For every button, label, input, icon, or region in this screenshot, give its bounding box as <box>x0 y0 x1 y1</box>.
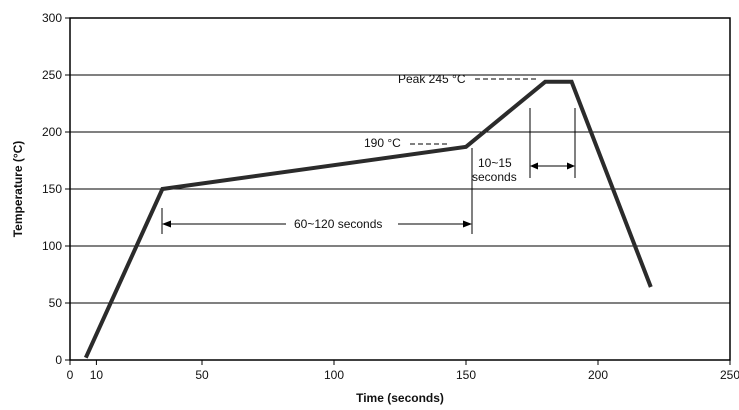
gridlines <box>70 74 730 304</box>
x-tick-label-100: 100 <box>324 368 344 382</box>
peak-label: Peak 245 °C <box>398 72 466 86</box>
x-tick-label-250: 250 <box>720 368 739 382</box>
duration-label: 60~120 seconds <box>294 217 382 231</box>
y-axis-title: Temperature (°C) <box>11 141 25 238</box>
interval-label-line1: 10~15 <box>478 156 512 170</box>
duration-label-backdrop <box>286 215 398 233</box>
y-tick-label-250: 250 <box>42 68 62 82</box>
plot-frame <box>69 17 731 361</box>
interval-label-line2: seconds <box>472 170 517 184</box>
x-tick-label-50: 50 <box>195 368 209 382</box>
x-ticks: 0 10 50 100 150 200 250 <box>67 360 739 382</box>
y-tick-label-0: 0 <box>55 353 62 367</box>
x-tick-label-200: 200 <box>588 368 608 382</box>
duration-arrow-left-head <box>162 220 171 228</box>
profile-series <box>83 79 653 359</box>
y-tick-label-150: 150 <box>42 182 62 196</box>
x-tick-label-10: 10 <box>90 368 104 382</box>
x-axis-title: Time (seconds) <box>356 391 444 405</box>
x-tick-label-150: 150 <box>456 368 476 382</box>
y-tick-label-50: 50 <box>49 296 63 310</box>
interval-arrow-right-head <box>567 162 575 170</box>
x-tick-label-0: 0 <box>67 368 74 382</box>
duration-arrow-right-head <box>463 220 472 228</box>
series-line-0 <box>83 79 653 359</box>
temp190-label: 190 °C <box>364 136 401 150</box>
y-tick-label-200: 200 <box>42 125 62 139</box>
annotations: Peak 245 °C 190 °C 10~15 seconds 60~120 … <box>161 72 576 234</box>
y-ticks: 0 50 100 150 200 250 300 <box>42 11 70 367</box>
interval-arrow-left-head <box>530 162 538 170</box>
y-tick-label-100: 100 <box>42 239 62 253</box>
y-tick-label-300: 300 <box>42 11 62 25</box>
